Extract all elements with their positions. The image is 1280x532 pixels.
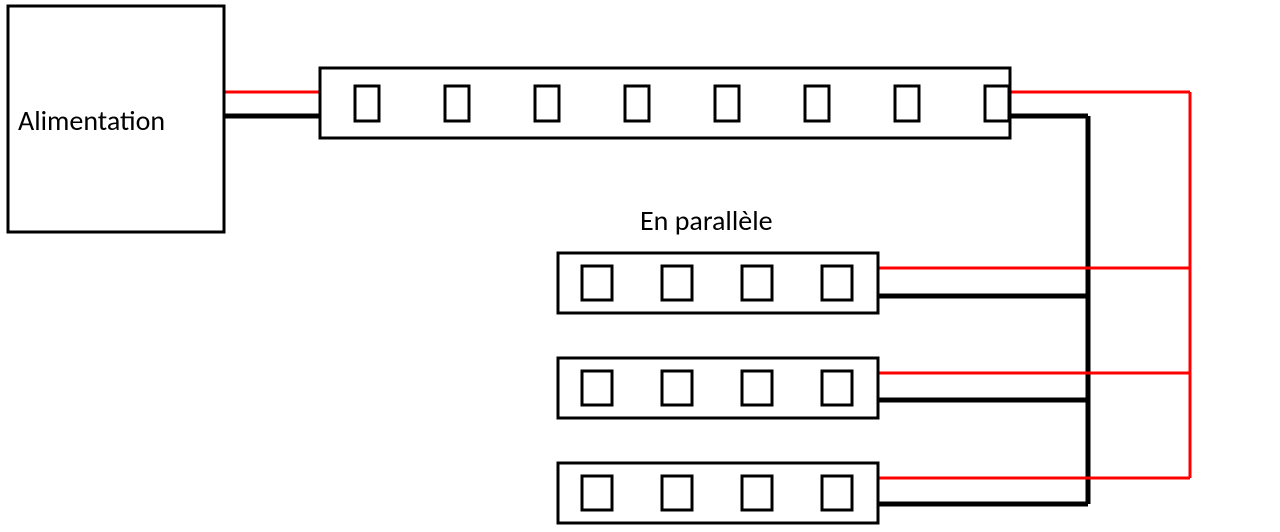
led-strip-small-1-body <box>558 358 878 418</box>
power-supply-label: Alimentation <box>18 103 165 138</box>
led-strip-main-body <box>320 68 1010 138</box>
led-strip-small-2-body <box>558 463 878 523</box>
led-strip-small-0-body <box>558 253 878 313</box>
wiring-diagram: Alimentation En parallèle <box>0 0 1280 532</box>
parallel-label: En parallèle <box>640 203 773 238</box>
